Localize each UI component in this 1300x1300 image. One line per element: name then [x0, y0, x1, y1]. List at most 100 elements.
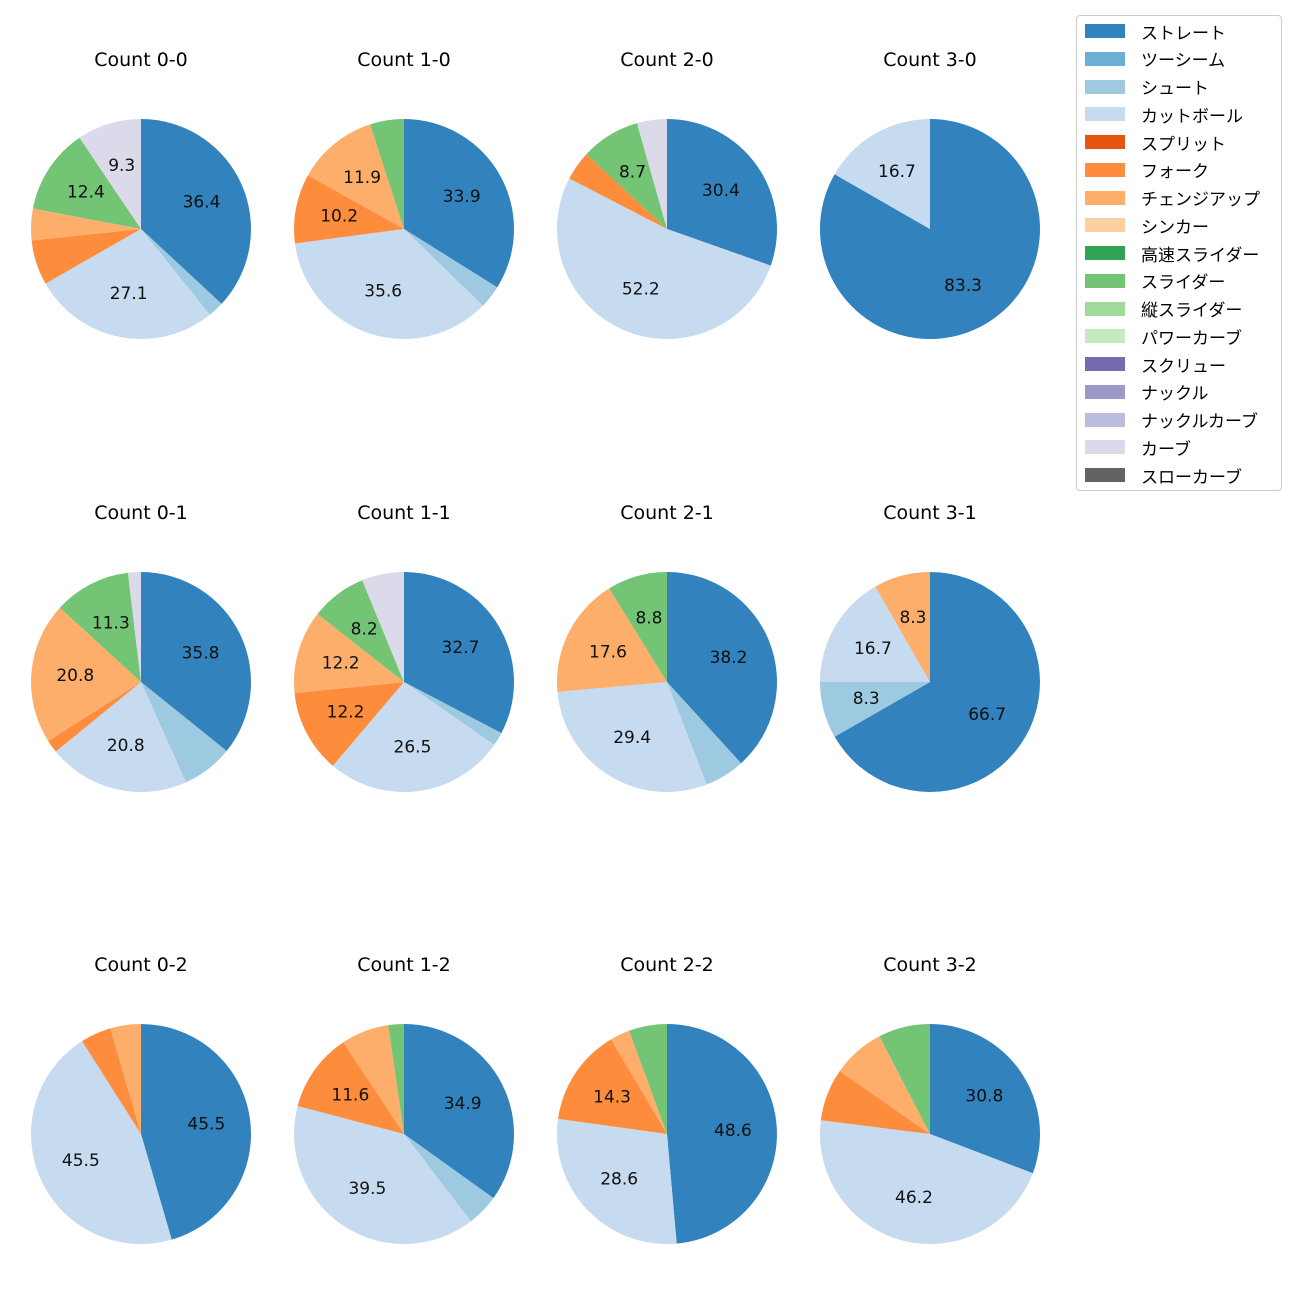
- pie-slice: [294, 175, 404, 244]
- pie-slice: [141, 229, 222, 315]
- pie-title: Count 1-2: [357, 954, 451, 976]
- pie-slice: [667, 1024, 777, 1244]
- pie-count-2-2: Count 2-2 48.6 28.6 14.3: [557, 954, 777, 1244]
- slice-label: 8.2: [351, 619, 378, 639]
- legend-swatch: [1085, 190, 1125, 205]
- pie-slice: [59, 572, 142, 682]
- pie-slice: [110, 1024, 141, 1134]
- legend-item: ナックル: [1085, 382, 1209, 405]
- pie-slice: [820, 1071, 930, 1134]
- pie-slice: [667, 682, 742, 785]
- slice-label: 48.6: [714, 1121, 752, 1141]
- slice-label: 11.3: [92, 613, 130, 633]
- pie-title: Count 2-0: [620, 49, 714, 71]
- legend-label: ナックル: [1141, 384, 1209, 405]
- pie-slice: [930, 1024, 1041, 1174]
- legend-item: 高速スライダー: [1085, 243, 1259, 266]
- pie-count-3-1: Count 3-1 66.7 8.3 16.7 8.3: [819, 502, 1040, 792]
- pie-slice: [31, 208, 142, 241]
- pie-count-2-1: Count 2-1 38.2 29.4 17.6 8.8: [556, 502, 777, 793]
- slice-label: 26.5: [394, 737, 432, 757]
- pie-title: Count 3-1: [883, 502, 977, 524]
- legend-swatch: [1085, 357, 1125, 371]
- pie-slice: [294, 229, 483, 339]
- legend-label: パワーカーブ: [1141, 328, 1242, 349]
- pie-slice: [834, 572, 1040, 792]
- pie-slice: [819, 682, 930, 737]
- pie-slice: [586, 123, 667, 229]
- legend-swatch: [1085, 135, 1125, 149]
- legend-item: カーブ: [1085, 437, 1191, 460]
- legend-swatch: [1085, 162, 1125, 177]
- slice-label: 45.5: [187, 1115, 225, 1135]
- slice-label: 33.9: [443, 187, 481, 207]
- slice-label: 32.7: [442, 638, 480, 658]
- pie-slice: [557, 682, 707, 793]
- pie-slice: [404, 1024, 515, 1199]
- pie-slice: [569, 154, 667, 229]
- slice-label: 16.7: [854, 639, 892, 659]
- slice-label: 27.1: [110, 284, 148, 304]
- legend-item: 縦スライダー: [1085, 299, 1242, 321]
- slice-label: 45.5: [62, 1151, 100, 1171]
- legend-swatch: [1085, 79, 1125, 94]
- slice-label: 11.9: [343, 168, 381, 188]
- pie-slice: [79, 119, 141, 229]
- pie-slice: [141, 682, 227, 783]
- slice-label: 14.3: [593, 1087, 631, 1107]
- pie-title: Count 1-0: [357, 49, 451, 71]
- legend-swatch: [1085, 273, 1125, 288]
- slice-label: 39.5: [348, 1179, 386, 1199]
- legend-swatch: [1085, 24, 1125, 38]
- slice-label: 8.3: [853, 689, 880, 709]
- slice-label: 9.3: [108, 156, 135, 176]
- slice-label: 16.7: [878, 162, 916, 182]
- pie-slice: [609, 572, 667, 682]
- legend-item: スクリュー: [1085, 354, 1226, 377]
- slice-label: 20.8: [107, 736, 145, 756]
- pie-slice: [636, 119, 667, 229]
- pie-count-3-0: Count 3-0 83.3 16.7: [819, 49, 1040, 340]
- slice-label: 34.9: [444, 1094, 482, 1114]
- legend-item: スローカーブ: [1085, 465, 1242, 488]
- pie-slice: [388, 1024, 404, 1134]
- pie-slice: [404, 572, 515, 734]
- slice-label: 12.2: [322, 654, 360, 674]
- pie-title: Count 3-0: [883, 49, 977, 71]
- pie-slice: [48, 682, 142, 752]
- pie-slice: [839, 1036, 930, 1134]
- legend-swatch: [1085, 412, 1125, 427]
- pie-slice: [141, 572, 252, 752]
- legend-item: カットボール: [1085, 104, 1243, 127]
- slice-label: 30.4: [702, 181, 740, 201]
- slice-label: 11.6: [331, 1086, 369, 1106]
- pie-title: Count 3-2: [883, 954, 977, 976]
- slice-label: 17.6: [589, 642, 627, 662]
- slice-label: 12.4: [67, 183, 105, 203]
- pie-slice: [294, 1105, 471, 1244]
- pie-slice: [875, 572, 930, 682]
- legend-swatch: [1085, 107, 1125, 122]
- pie-count-2-0: Count 2-0 30.4 52.2 8.7: [557, 49, 778, 339]
- slice-label: 66.7: [968, 705, 1006, 725]
- pie-slice: [30, 607, 141, 741]
- pie-title: Count 0-0: [94, 49, 188, 71]
- slice-label: 38.2: [710, 648, 748, 668]
- pie-slice: [332, 682, 495, 793]
- pie-count-3-2: Count 3-2 30.8 46.2: [820, 954, 1041, 1245]
- pie-slice: [556, 588, 667, 692]
- legend-item: ツーシーム: [1085, 49, 1225, 71]
- pie-slice: [141, 1024, 251, 1240]
- slice-label: 35.8: [182, 644, 220, 664]
- legend-item: ナックルカーブ: [1085, 410, 1258, 432]
- pie-slice: [667, 119, 778, 266]
- pie-slice: [30, 1041, 172, 1244]
- legend-label: フォーク: [1141, 162, 1209, 183]
- legend-item: スライダー: [1085, 271, 1225, 293]
- legend-label: スプリット: [1141, 134, 1226, 155]
- pie-title: Count 0-2: [94, 954, 188, 976]
- pie-slice: [141, 119, 252, 304]
- pie-count-0-2: Count 0-2 45.5 45.5: [30, 954, 251, 1244]
- legend-label: スクリュー: [1141, 356, 1226, 377]
